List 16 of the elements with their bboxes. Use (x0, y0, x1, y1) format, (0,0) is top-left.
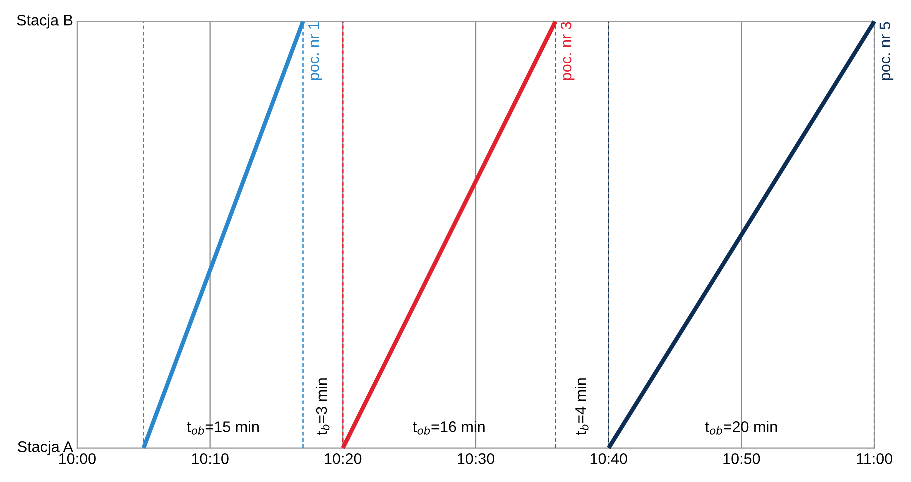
x-tick-label: 10:10 (192, 454, 229, 464)
text: poc. nr 1 (308, 22, 322, 80)
x-tick-label: 11:00 (857, 454, 893, 464)
text: Stacja B (17, 14, 73, 29)
x-tick-label: 10:00 (59, 454, 96, 464)
annotation: t$_{b}$=4 min (575, 378, 589, 436)
annotation: t$_{ob}$=16 min (413, 421, 485, 435)
text: poc. nr 5 (880, 22, 894, 80)
text: poc. nr 3 (560, 22, 575, 80)
annotation: t$_{ob}$=20 min (705, 421, 778, 435)
annotation: t$_{b}$=3 min (316, 378, 330, 436)
x-tick-label: 10:50 (724, 454, 760, 464)
annotation: t$_{ob}$=15 min (187, 421, 259, 435)
x-tick-label: 10:30 (458, 454, 495, 464)
x-tick-label: 10:20 (325, 454, 362, 464)
x-tick-label: 10:40 (590, 454, 628, 464)
